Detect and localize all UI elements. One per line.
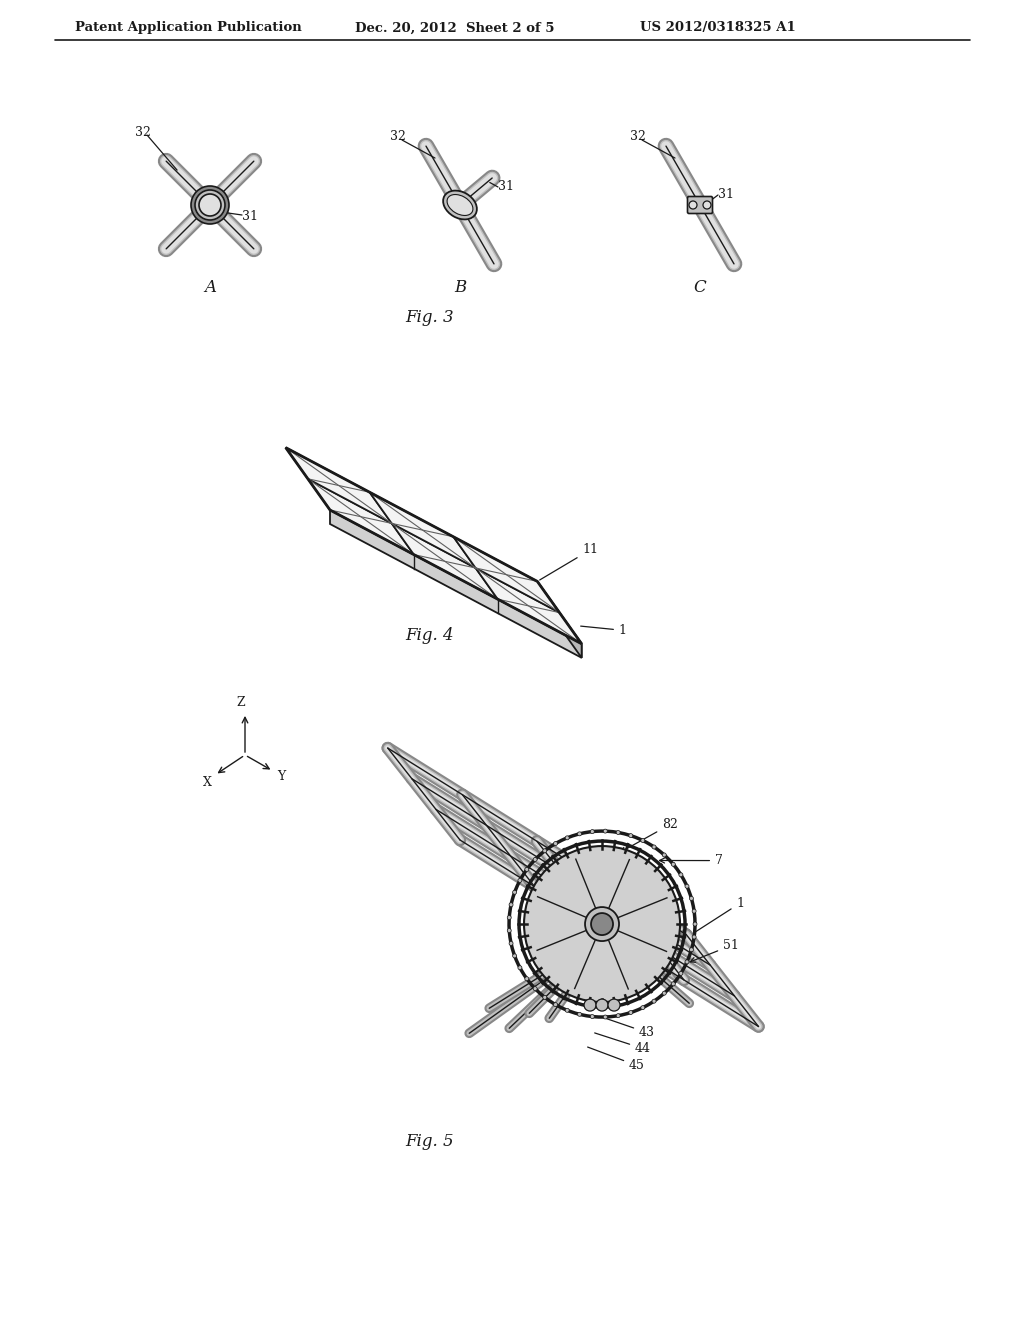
Text: C: C [693,279,707,296]
Polygon shape [475,568,582,644]
Circle shape [518,878,522,882]
Circle shape [693,923,697,927]
Circle shape [679,972,683,975]
Circle shape [692,935,696,939]
Circle shape [507,916,511,920]
Circle shape [629,834,633,838]
Text: X: X [203,776,211,788]
Circle shape [679,873,683,876]
Circle shape [578,1012,582,1016]
Circle shape [565,1008,569,1012]
Circle shape [584,999,596,1011]
Text: Z: Z [237,697,246,710]
Text: Fig. 3: Fig. 3 [406,309,455,326]
Circle shape [672,862,675,866]
Circle shape [524,977,528,981]
Text: 31: 31 [718,189,734,202]
Polygon shape [308,479,414,554]
Text: 32: 32 [135,127,151,140]
Circle shape [591,913,613,935]
Circle shape [578,832,582,836]
Circle shape [689,948,693,952]
Circle shape [689,896,693,900]
Circle shape [652,845,656,849]
Circle shape [685,884,689,888]
Text: 7: 7 [659,854,723,867]
Polygon shape [370,492,475,568]
Circle shape [641,838,645,842]
Circle shape [534,858,538,862]
Circle shape [585,907,620,941]
Circle shape [534,986,538,991]
Ellipse shape [447,194,473,215]
Text: Fig. 4: Fig. 4 [406,627,455,644]
Circle shape [507,928,511,932]
Text: Fig. 5: Fig. 5 [406,1134,455,1151]
Polygon shape [392,524,498,599]
Circle shape [509,903,513,907]
Text: 31: 31 [498,181,514,194]
Text: 32: 32 [390,131,406,144]
Ellipse shape [443,190,477,219]
Polygon shape [286,447,392,524]
Circle shape [199,194,221,216]
Text: Patent Application Publication: Patent Application Publication [75,21,302,34]
Text: 51: 51 [690,939,739,962]
FancyBboxPatch shape [687,197,713,214]
Circle shape [616,830,621,834]
Text: 44: 44 [595,1034,651,1055]
Circle shape [689,201,697,209]
Text: 1: 1 [581,624,627,636]
Polygon shape [330,510,582,657]
Circle shape [565,836,569,840]
Text: Y: Y [276,771,285,784]
Circle shape [672,982,675,986]
Circle shape [513,890,517,894]
Circle shape [692,909,696,913]
Text: Dec. 20, 2012  Sheet 2 of 5: Dec. 20, 2012 Sheet 2 of 5 [355,21,555,34]
Text: A: A [204,279,216,296]
Circle shape [509,941,513,945]
Text: 32: 32 [630,131,646,144]
Text: 43: 43 [602,1016,655,1039]
Circle shape [518,966,522,970]
Circle shape [596,999,608,1011]
Text: 45: 45 [588,1047,645,1072]
Circle shape [191,186,229,224]
Polygon shape [454,537,559,612]
Circle shape [663,991,667,995]
Circle shape [603,829,607,833]
Circle shape [703,201,711,209]
Circle shape [652,999,656,1003]
Circle shape [524,867,528,871]
Circle shape [603,1015,607,1019]
Text: 1: 1 [693,896,744,933]
Circle shape [543,995,547,999]
Circle shape [616,1014,621,1018]
Text: US 2012/0318325 A1: US 2012/0318325 A1 [640,21,796,34]
Circle shape [629,1011,633,1015]
Circle shape [554,1003,557,1007]
Circle shape [590,829,594,833]
Circle shape [641,1006,645,1010]
Circle shape [685,960,689,964]
Circle shape [608,999,620,1011]
Circle shape [543,849,547,853]
Circle shape [663,853,667,857]
Polygon shape [538,581,582,657]
Circle shape [524,846,680,1002]
Circle shape [195,190,225,220]
Circle shape [513,954,517,958]
Text: 82: 82 [621,818,678,851]
Text: B: B [454,279,466,296]
Circle shape [554,842,557,846]
Text: 11: 11 [540,544,598,579]
Circle shape [590,1015,594,1019]
Text: 31: 31 [242,210,258,223]
